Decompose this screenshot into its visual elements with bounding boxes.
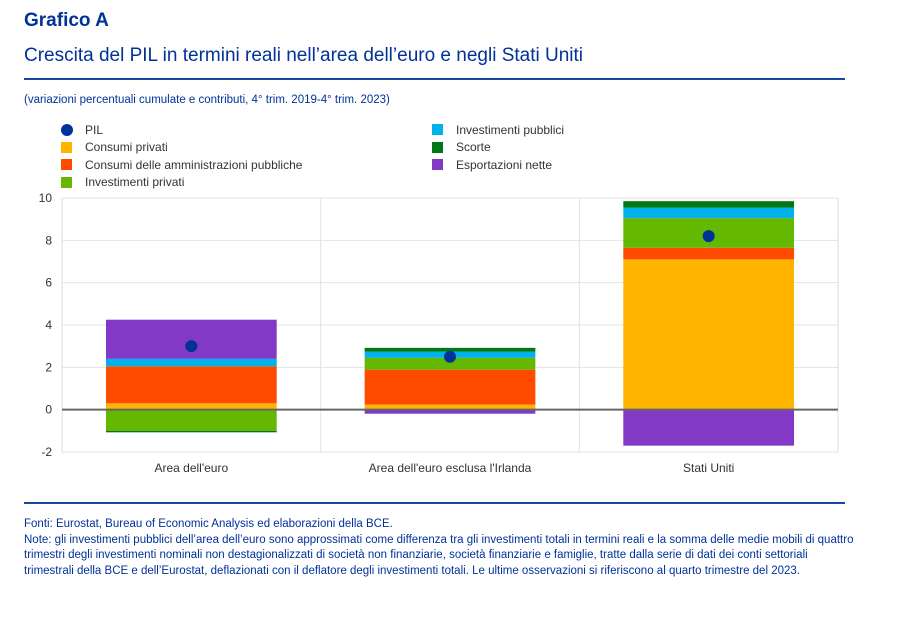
legend-item-scorte: Scorte bbox=[432, 139, 564, 157]
pil-marker bbox=[185, 340, 198, 353]
y-tick-label: -2 bbox=[41, 445, 52, 459]
top-rule bbox=[24, 78, 845, 80]
bar-segment bbox=[623, 259, 795, 410]
legend-item-investimenti-pubblici: Investimenti pubblici bbox=[432, 121, 564, 139]
bar-segment bbox=[364, 409, 536, 414]
y-tick-label: 10 bbox=[39, 191, 53, 205]
x-category-label: Stati Uniti bbox=[683, 461, 734, 475]
chart-footer: Fonti: Eurostat, Bureau of Economic Anal… bbox=[24, 517, 854, 579]
legend-dot-icon bbox=[61, 123, 73, 136]
bar-segment bbox=[105, 403, 277, 410]
legend-item-investimenti-privati: Investimenti privati bbox=[61, 174, 302, 192]
legend-label: Investimenti privati bbox=[85, 175, 185, 190]
legend-label: Consumi delle amministrazioni pubbliche bbox=[85, 157, 303, 172]
chart-title: Crescita del PIL in termini reali nell’a… bbox=[24, 45, 584, 66]
legend-right: Investimenti pubblici Scorte Esportazion… bbox=[432, 121, 564, 174]
x-category-label: Area dell'euro bbox=[154, 461, 228, 475]
legend-left: PIL Consumi privati Consumi delle ammini… bbox=[61, 121, 302, 191]
legend-swatch-icon bbox=[61, 141, 72, 153]
chart-units-note: (variazioni percentuali cumulate e contr… bbox=[24, 94, 390, 106]
bar-segment bbox=[105, 366, 277, 404]
pil-markers bbox=[185, 230, 715, 363]
bar-segment bbox=[364, 347, 536, 352]
bar-segment bbox=[105, 358, 277, 367]
legend-item-pil: PIL bbox=[61, 121, 302, 139]
bar-segment bbox=[105, 409, 277, 431]
bar-segment bbox=[105, 319, 277, 359]
x-axis-categories: Area dell'euro Area dell'euro esclusa l'… bbox=[154, 461, 734, 475]
bar-segment bbox=[105, 430, 277, 433]
legend-swatch-icon bbox=[432, 124, 443, 136]
y-tick-label: 4 bbox=[45, 318, 52, 332]
legend-swatch-icon bbox=[432, 141, 443, 153]
legend-item-esportazioni-nette: Esportazioni nette bbox=[432, 156, 564, 174]
legend-label: Consumi privati bbox=[85, 140, 168, 155]
bar-segment bbox=[364, 357, 536, 370]
legend-label: Esportazioni nette bbox=[456, 157, 553, 172]
legend-swatch-icon bbox=[61, 176, 72, 188]
notes-text: Note: gli investimenti pubblici dell’are… bbox=[24, 533, 854, 577]
bars bbox=[105, 201, 795, 446]
bottom-rule bbox=[24, 502, 845, 504]
bar-segment bbox=[364, 369, 536, 405]
bar-segment bbox=[623, 247, 795, 260]
y-axis-ticks: 10 8 6 4 2 0 -2 bbox=[39, 191, 53, 459]
pil-marker bbox=[444, 350, 456, 363]
y-tick-label: 6 bbox=[45, 276, 52, 290]
legend-swatch-icon bbox=[61, 159, 72, 171]
sources-note: Fonti: Eurostat, Bureau of Economic Anal… bbox=[24, 518, 393, 530]
y-tick-label: 2 bbox=[45, 360, 52, 374]
bar-segment bbox=[623, 409, 795, 446]
bar-segment bbox=[623, 207, 795, 219]
y-tick-label: 8 bbox=[45, 233, 52, 247]
legend-label: Investimenti pubblici bbox=[456, 122, 565, 137]
legend-item-consumi-pa: Consumi delle amministrazioni pubbliche bbox=[61, 156, 302, 174]
legend-label: Scorte bbox=[456, 140, 491, 155]
pil-marker bbox=[702, 230, 715, 243]
bar-segment bbox=[364, 404, 536, 410]
legend-label: PIL bbox=[85, 122, 104, 137]
y-tick-label: 0 bbox=[45, 403, 52, 417]
legend-swatch-icon bbox=[432, 159, 443, 171]
bar-segment bbox=[623, 201, 795, 208]
legend-item-consumi-privati: Consumi privati bbox=[61, 139, 302, 157]
chart-label: Grafico A bbox=[24, 10, 109, 31]
x-category-label: Area dell'euro esclusa l'Irlanda bbox=[369, 461, 532, 475]
